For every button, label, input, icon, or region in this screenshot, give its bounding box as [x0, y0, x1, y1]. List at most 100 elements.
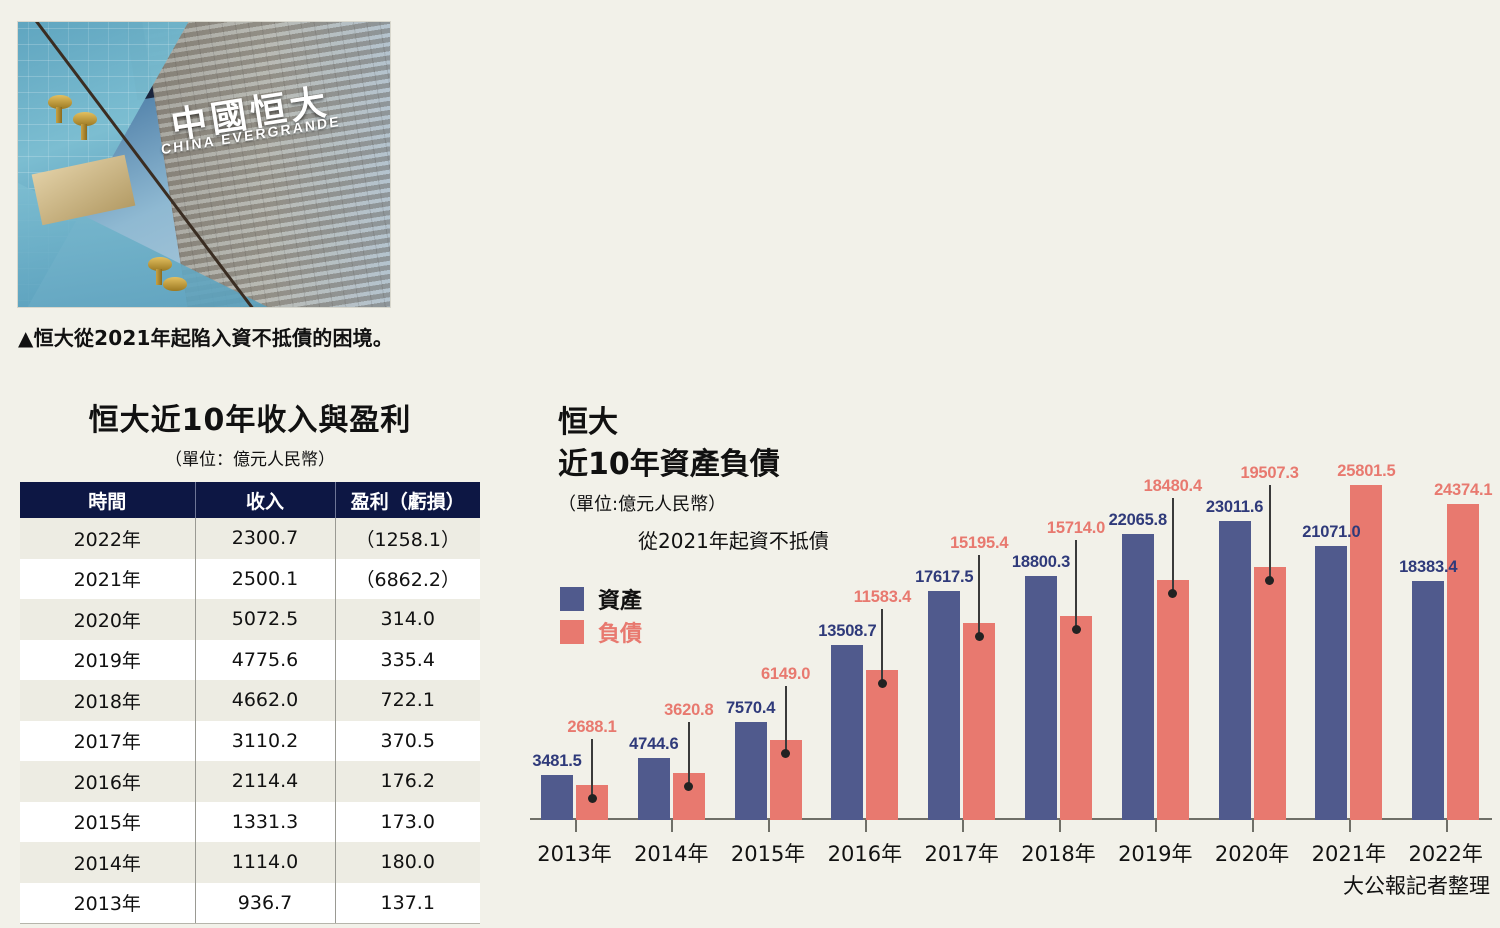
x-axis-label: 2021年 — [1311, 842, 1387, 866]
table-row: 2014年 1114.0 180.0 — [20, 842, 480, 883]
value-label-assets: 17617.5 — [915, 568, 974, 587]
chart-unit-label: （單位:億元人民幣） — [558, 494, 727, 515]
bar-assets — [1218, 521, 1251, 820]
table-row: 2019年 4775.6 335.4 — [20, 639, 480, 680]
value-leader-line — [591, 738, 593, 800]
x-axis-line — [530, 818, 1492, 820]
cell-profit: 173.0 — [380, 810, 435, 833]
legend-item-assets: 資產 — [560, 582, 642, 615]
x-axis-tick — [768, 820, 771, 832]
x-axis-tick — [1058, 820, 1061, 832]
cell-revenue: 4662.0 — [195, 680, 336, 721]
x-axis-label: 2013年 — [537, 842, 612, 866]
bar-liabilities — [1253, 566, 1286, 820]
value-leader-line — [881, 608, 884, 684]
x-axis-label: 2015年 — [730, 842, 806, 866]
value-leader-dot — [587, 794, 597, 804]
cell-year: 2017年 — [20, 720, 196, 761]
photo-caption: ▲恒大從2021年起陷入資不抵債的困境。 — [18, 326, 394, 350]
cell-profit: 370.5 — [380, 729, 435, 752]
value-leader-dot — [1265, 575, 1275, 585]
cell-year: 2021年 — [20, 558, 196, 599]
bar-assets — [928, 591, 961, 820]
legend-swatch-liabilities — [560, 619, 584, 644]
value-leader-line — [978, 555, 981, 637]
table-row: 2015年 1331.3 173.0 — [20, 801, 480, 842]
table-row: 2017年 3110.2 370.5 — [20, 720, 480, 761]
value-leader-dot — [781, 749, 791, 759]
x-axis-tick — [1155, 820, 1158, 832]
x-axis-label: 2020年 — [1214, 842, 1290, 866]
x-axis-label: 2014年 — [634, 842, 709, 866]
value-leader-line — [1171, 497, 1174, 595]
x-axis-tick — [961, 820, 964, 832]
cell-profit: （1258.1） — [355, 528, 460, 551]
photo-lamp-icon — [148, 257, 172, 271]
x-axis-label: 2017年 — [924, 842, 999, 866]
table-row: 2021年 2500.1 （6862.2） — [20, 558, 480, 599]
table-row: 2016年 2114.4 176.2 — [20, 761, 480, 802]
bar-assets — [637, 758, 670, 820]
value-label-liabilities: 19507.3 — [1240, 464, 1299, 483]
value-leader-dot — [877, 678, 887, 688]
cell-profit: 335.4 — [380, 648, 435, 671]
x-axis-tick — [1348, 820, 1351, 832]
bar-liabilities — [1350, 485, 1383, 820]
cell-year: 2018年 — [20, 680, 196, 721]
cell-revenue: 2300.7 — [195, 518, 336, 559]
value-leader-line — [687, 722, 690, 787]
value-label-assets: 3481.5 — [532, 751, 582, 770]
assets-liabilities-panel: 恒大 近10年資產負債 （單位:億元人民幣） 從2021年起資不抵債 資產 負債… — [520, 390, 1500, 898]
cell-revenue: 1114.0 — [195, 842, 336, 883]
photo-lamp-icon — [163, 277, 187, 291]
photo-lamp-icon — [48, 95, 72, 109]
cell-profit: 176.2 — [380, 770, 435, 793]
x-axis-label: 2019年 — [1118, 842, 1193, 866]
x-axis-label: 2018年 — [1021, 842, 1096, 866]
value-label-liabilities: 15714.0 — [1046, 518, 1106, 537]
bar-chart-plot-area: 3481.5 2688.1 2013年 4744.6 3620.8 2014年 7570.4… — [520, 390, 1500, 890]
cell-year: 2019年 — [20, 639, 196, 680]
table-row: 2018年 4662.0 722.1 — [20, 680, 480, 721]
cell-year: 2020年 — [20, 599, 196, 640]
cell-revenue: 5072.5 — [195, 599, 336, 640]
value-label-assets: 22065.8 — [1108, 510, 1167, 529]
cell-revenue: 3110.2 — [195, 720, 336, 761]
value-label-liabilities: 24374.1 — [1434, 480, 1493, 499]
value-label-assets: 7570.4 — [725, 698, 776, 717]
x-axis-tick — [864, 820, 867, 832]
x-axis-label: 2022年 — [1408, 842, 1483, 866]
cell-year: 2015年 — [20, 801, 196, 842]
legend-item-liabilities: 負債 — [560, 615, 642, 648]
evergrande-building-photo: 中國恒大 CHINA EVERGRANDE — [18, 22, 390, 307]
cell-revenue: 4775.6 — [195, 639, 336, 680]
bar-assets — [1121, 533, 1154, 820]
x-axis-tick — [671, 820, 674, 832]
table-row: 2013年 936.7 137.1 — [20, 882, 480, 924]
value-label-liabilities: 3620.8 — [664, 701, 714, 720]
value-leader-dot — [1071, 624, 1081, 634]
photo-lamp-stem — [56, 107, 62, 123]
cell-revenue: 2500.1 — [195, 558, 336, 599]
value-label-assets: 18800.3 — [1011, 552, 1071, 571]
value-leader-line — [1268, 485, 1271, 581]
value-leader-dot — [974, 631, 984, 641]
cell-year: 2022年 — [20, 518, 196, 559]
bar-assets — [1315, 546, 1348, 820]
value-label-liabilities: 2688.1 — [567, 717, 617, 736]
cell-year: 2016年 — [20, 761, 196, 802]
revenue-profit-panel: 恒大近10年收入與盈利 （單位：億元人民幣） 時間 收入 盈利（虧損） 2022… — [20, 395, 480, 924]
x-axis-label: 2016年 — [827, 842, 903, 866]
x-axis-tick — [574, 820, 577, 832]
value-leader-dot — [1168, 589, 1178, 599]
value-label-assets: 13508.7 — [818, 621, 877, 640]
cell-revenue: 1331.3 — [195, 801, 336, 842]
value-leader-dot — [684, 782, 694, 791]
cell-year: 2013年 — [20, 882, 196, 924]
value-label-assets: 4744.6 — [629, 735, 679, 754]
bar-assets — [1025, 575, 1057, 820]
table-header-row: 時間 收入 盈利（虧損） — [20, 482, 480, 518]
value-label-assets: 18383.4 — [1399, 558, 1458, 577]
bar-liabilities — [866, 669, 899, 820]
x-axis-tick — [1252, 820, 1255, 832]
